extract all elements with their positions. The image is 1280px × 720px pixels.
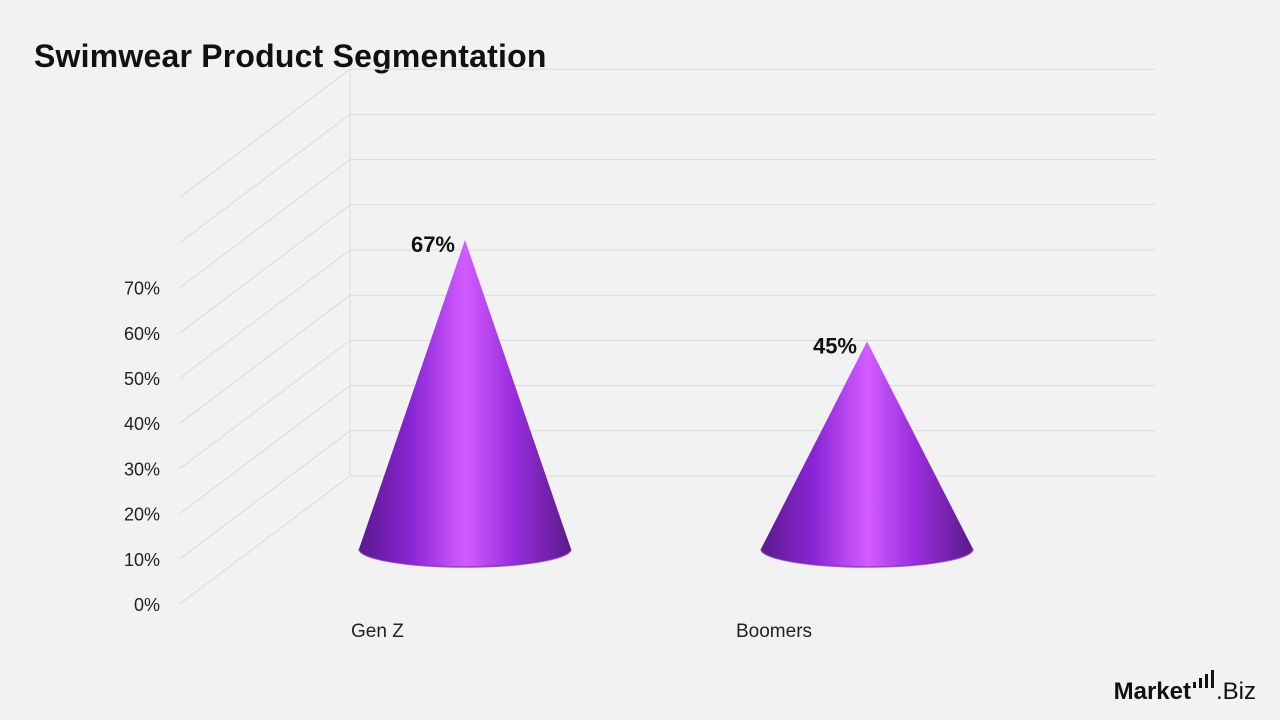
y-tick-label: 40%	[124, 414, 160, 434]
cone-layer	[358, 240, 974, 568]
grid-line-side	[179, 430, 351, 560]
marketbiz-logo: Market .Biz	[1114, 670, 1256, 706]
cone-base-edge	[358, 548, 572, 568]
logo-suffix: .Biz	[1215, 678, 1256, 705]
grid-line-side	[179, 385, 351, 514]
category-label: Gen Z	[351, 621, 404, 642]
grid-line-side	[179, 114, 351, 243]
chart-title: Swimwear Product Segmentation	[34, 38, 547, 74]
grid-line-side	[179, 294, 351, 424]
category-label: Boomers	[736, 621, 812, 642]
y-tick-label: 70%	[124, 279, 160, 299]
grid-line-side	[179, 68, 351, 198]
data-label: 67%	[411, 232, 455, 257]
grid-layer	[179, 68, 1155, 605]
data-label: 45%	[813, 333, 857, 358]
y-tick-label: 20%	[124, 505, 160, 525]
y-tick-label: 10%	[124, 550, 160, 570]
grid-line-side	[179, 249, 351, 379]
y-tick-label: 30%	[124, 459, 160, 479]
cone-bar	[760, 341, 974, 568]
cone-bar	[358, 240, 572, 568]
grid-line-side	[179, 475, 351, 605]
y-tick-label: 60%	[124, 324, 160, 344]
y-tick-label: 50%	[124, 369, 160, 389]
grid-line-side	[179, 159, 351, 288]
grid-line-side	[179, 340, 351, 469]
cone-body	[359, 240, 571, 567]
cone-body	[761, 341, 973, 567]
logo-brand: Market	[1113, 678, 1191, 705]
grid-line-side	[179, 204, 351, 334]
y-axis-ticks: 0% 10% 20% 30% 40% 50% 60% 70%	[124, 279, 160, 615]
y-tick-label: 0%	[134, 595, 160, 615]
cone-base-edge	[760, 548, 974, 568]
label-layer: 67% Gen Z 45% Boomers	[351, 232, 857, 642]
bar-chart-icon	[1192, 670, 1214, 688]
